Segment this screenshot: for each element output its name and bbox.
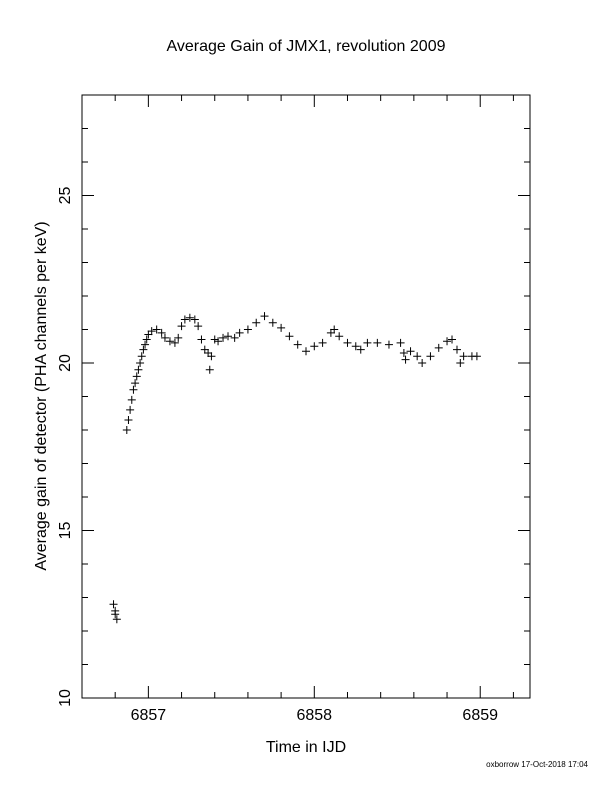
data-point: [180, 315, 189, 324]
data-point: [194, 322, 203, 331]
data-point: [456, 359, 465, 367]
data-point: [363, 338, 372, 347]
data-point: [448, 335, 457, 344]
data-point: [335, 332, 344, 341]
data-point: [214, 337, 223, 346]
data-point: [418, 359, 427, 367]
data-point: [459, 352, 468, 361]
data-point: [302, 347, 310, 356]
data-point: [152, 325, 161, 334]
data-point: [277, 323, 286, 332]
data-point: [122, 426, 131, 434]
data-point: [126, 405, 135, 414]
y-tick-label: 25: [57, 187, 74, 205]
data-point: [132, 372, 141, 381]
data-point: [356, 345, 365, 354]
data-point: [252, 318, 261, 327]
data-point: [224, 332, 233, 341]
data-point: [129, 385, 138, 394]
data-point: [310, 342, 319, 351]
data-point: [170, 338, 179, 347]
data-point: [285, 332, 294, 341]
data-point: [197, 335, 206, 344]
data-point: [326, 328, 335, 337]
data-point: [243, 325, 252, 334]
data-point: [112, 615, 121, 624]
data-point: [160, 333, 169, 342]
data-point: [144, 330, 153, 339]
data-point: [131, 379, 140, 388]
data-point: [147, 327, 156, 336]
y-tick-label: 10: [57, 689, 74, 707]
plot-frame: [81, 94, 531, 699]
data-point: [399, 348, 408, 357]
data-point: [434, 343, 443, 352]
data-point: [134, 365, 143, 374]
data-point: [207, 352, 216, 361]
data-point: [293, 340, 302, 349]
data-point: [137, 352, 146, 361]
data-point: [136, 359, 145, 367]
data-point: [384, 340, 393, 349]
data-point: [330, 325, 339, 334]
data-point: [185, 313, 194, 322]
data-point: [205, 365, 214, 374]
x-tick-label: 6859: [462, 707, 498, 724]
data-point: [127, 395, 136, 404]
data-point: [157, 328, 166, 337]
x-tick-label: 6858: [296, 707, 332, 724]
data-point: [452, 345, 461, 354]
data-point: [443, 337, 452, 346]
data-point: [210, 335, 219, 344]
data-point: [401, 355, 410, 364]
y-tick-label: 20: [57, 354, 74, 372]
data-point: [343, 338, 352, 347]
data-point: [142, 335, 151, 344]
data-point: [426, 352, 435, 361]
data-point: [190, 315, 199, 324]
y-tick-label: 15: [57, 522, 74, 540]
data-point: [111, 610, 120, 619]
y-axis-label: Average gain of detector (PHA channels p…: [33, 221, 50, 570]
data-point: [396, 338, 405, 347]
data-point: [413, 352, 422, 361]
footer: oxborrow 17-Oct-2018 17:04: [486, 760, 588, 769]
data-point: [219, 333, 228, 342]
x-axis-label: Time in IJD: [266, 739, 346, 756]
data-point: [141, 340, 150, 349]
data-point: [230, 333, 239, 342]
data-point: [124, 415, 133, 424]
data-point: [139, 345, 148, 354]
data-point: [373, 338, 382, 347]
data-point: [200, 345, 209, 354]
data-point: [235, 328, 244, 337]
x-tick-label: 6857: [131, 707, 167, 724]
data-point: [165, 337, 174, 346]
data-point: [109, 600, 118, 609]
data-point: [268, 318, 277, 327]
data-point: [318, 338, 327, 347]
data-point: [260, 312, 269, 321]
data-point: [177, 322, 186, 331]
data-point: [174, 333, 183, 342]
data-point: [204, 348, 213, 357]
chart-title: Average Gain of JMX1, revolution 2009: [167, 38, 446, 55]
data-point: [472, 352, 481, 361]
data-point: [351, 342, 360, 351]
data-point: [406, 347, 415, 356]
